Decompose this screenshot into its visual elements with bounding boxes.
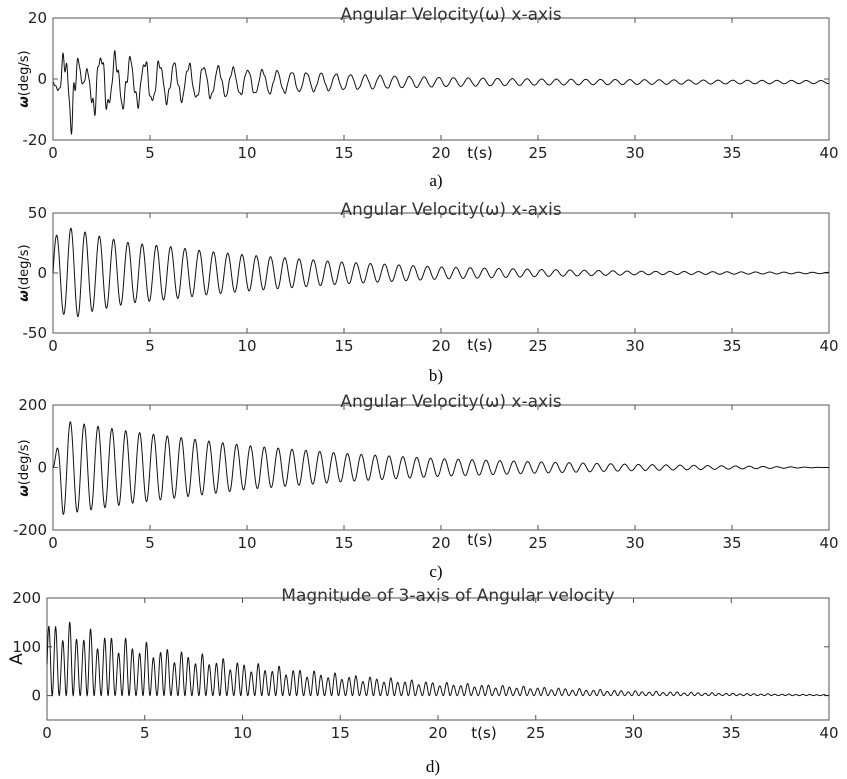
x-tick-label: 40 [819, 724, 838, 742]
x-tick-label: 15 [334, 144, 353, 162]
x-tick-label: 0 [48, 144, 58, 162]
plot-frame [46, 597, 830, 721]
x-axis-label: t(s) [467, 531, 492, 549]
y-tick-label: -50 [23, 324, 48, 342]
x-tick-label: 20 [431, 534, 450, 552]
x-tick-label: 35 [722, 144, 741, 162]
y-tick-label: 0 [37, 264, 47, 282]
series-line [52, 227, 830, 318]
x-tick-label: 5 [145, 534, 155, 552]
x-tick-label: 15 [334, 534, 353, 552]
x-tick-label: 5 [140, 724, 150, 742]
x-tick-label: 15 [334, 337, 353, 355]
y-tick-label: 20 [28, 9, 47, 27]
y-tick-label: 200 [18, 396, 47, 414]
x-tick-label: 0 [48, 337, 58, 355]
x-tick-label: 25 [528, 337, 547, 355]
y-axis-label: ω(deg/s) [17, 50, 32, 107]
x-tick-label: 20 [428, 724, 447, 742]
y-tick-label: 0 [31, 687, 41, 705]
chart-panel-d: Magnitude of 3-axis of Angular velocity 0… [7, 586, 839, 776]
x-tick-label: 10 [237, 144, 256, 162]
y-tick-label: 200 [12, 589, 41, 607]
x-tick-label: 40 [819, 144, 838, 162]
series-line [52, 50, 830, 136]
panel-caption: b) [429, 366, 443, 385]
series-line [52, 421, 829, 515]
y-tick-label: 0 [37, 70, 47, 88]
chart-title: Magnitude of 3-axis of Angular velocity [281, 586, 614, 606]
y-axis-label: ω(deg/s) [17, 244, 32, 301]
y-tick-label: 100 [12, 638, 41, 656]
x-tick-label: 35 [722, 534, 741, 552]
x-tick-label: 0 [48, 534, 58, 552]
x-tick-label: 25 [528, 144, 547, 162]
x-tick-label: 35 [722, 724, 741, 742]
x-tick-label: 20 [431, 144, 450, 162]
x-tick-label: 40 [819, 337, 838, 355]
series-line [46, 621, 830, 697]
x-tick-label: 40 [819, 534, 838, 552]
x-tick-label: 25 [526, 724, 545, 742]
y-tick-label: -200 [13, 521, 47, 539]
x-tick-label: 25 [528, 534, 547, 552]
chart-panel-a: Angular Velocity(ω) x-axis 0 5 10 15 20 25 30 35… [17, 5, 839, 190]
x-tick-label: 10 [233, 724, 252, 742]
chart-panel-b: Angular Velocity(ω) x-axis 0 5 10 15 20 25 30 35… [17, 200, 839, 385]
y-tick-label: 0 [37, 459, 47, 477]
panel-caption: c) [429, 562, 442, 581]
x-tick-label: 30 [625, 144, 644, 162]
chart-title: Angular Velocity(ω) x-axis [340, 392, 561, 412]
y-axis-label: A [7, 653, 27, 665]
panel-caption: d) [426, 757, 440, 776]
x-tick-label: 10 [237, 534, 256, 552]
y-axis-label: ω(deg/s) [17, 439, 32, 496]
x-axis-label: t(s) [467, 336, 492, 354]
x-tick-label: 0 [42, 724, 52, 742]
x-tick-label: 5 [145, 337, 155, 355]
x-tick-label: 10 [237, 337, 256, 355]
x-tick-label: 30 [625, 534, 644, 552]
x-tick-label: 15 [331, 724, 350, 742]
x-axis-label: t(s) [467, 144, 492, 162]
x-axis-label: t(s) [471, 724, 496, 742]
x-tick-label: 5 [145, 144, 155, 162]
plot-frame [52, 212, 830, 334]
panel-caption: a) [429, 171, 442, 190]
chart-title: Angular Velocity(ω) x-axis [340, 200, 561, 220]
x-tick-label: 20 [431, 337, 450, 355]
chart-title: Angular Velocity(ω) x-axis [340, 5, 561, 25]
y-tick-label: 50 [28, 204, 47, 222]
x-tick-label: 30 [625, 337, 644, 355]
x-tick-label: 35 [722, 337, 741, 355]
x-tick-label: 30 [624, 724, 643, 742]
y-tick-label: -20 [23, 131, 48, 149]
chart-panel-c: Angular Velocity(ω) x-axis 0 5 10 15 20 25 30 35… [13, 392, 839, 581]
